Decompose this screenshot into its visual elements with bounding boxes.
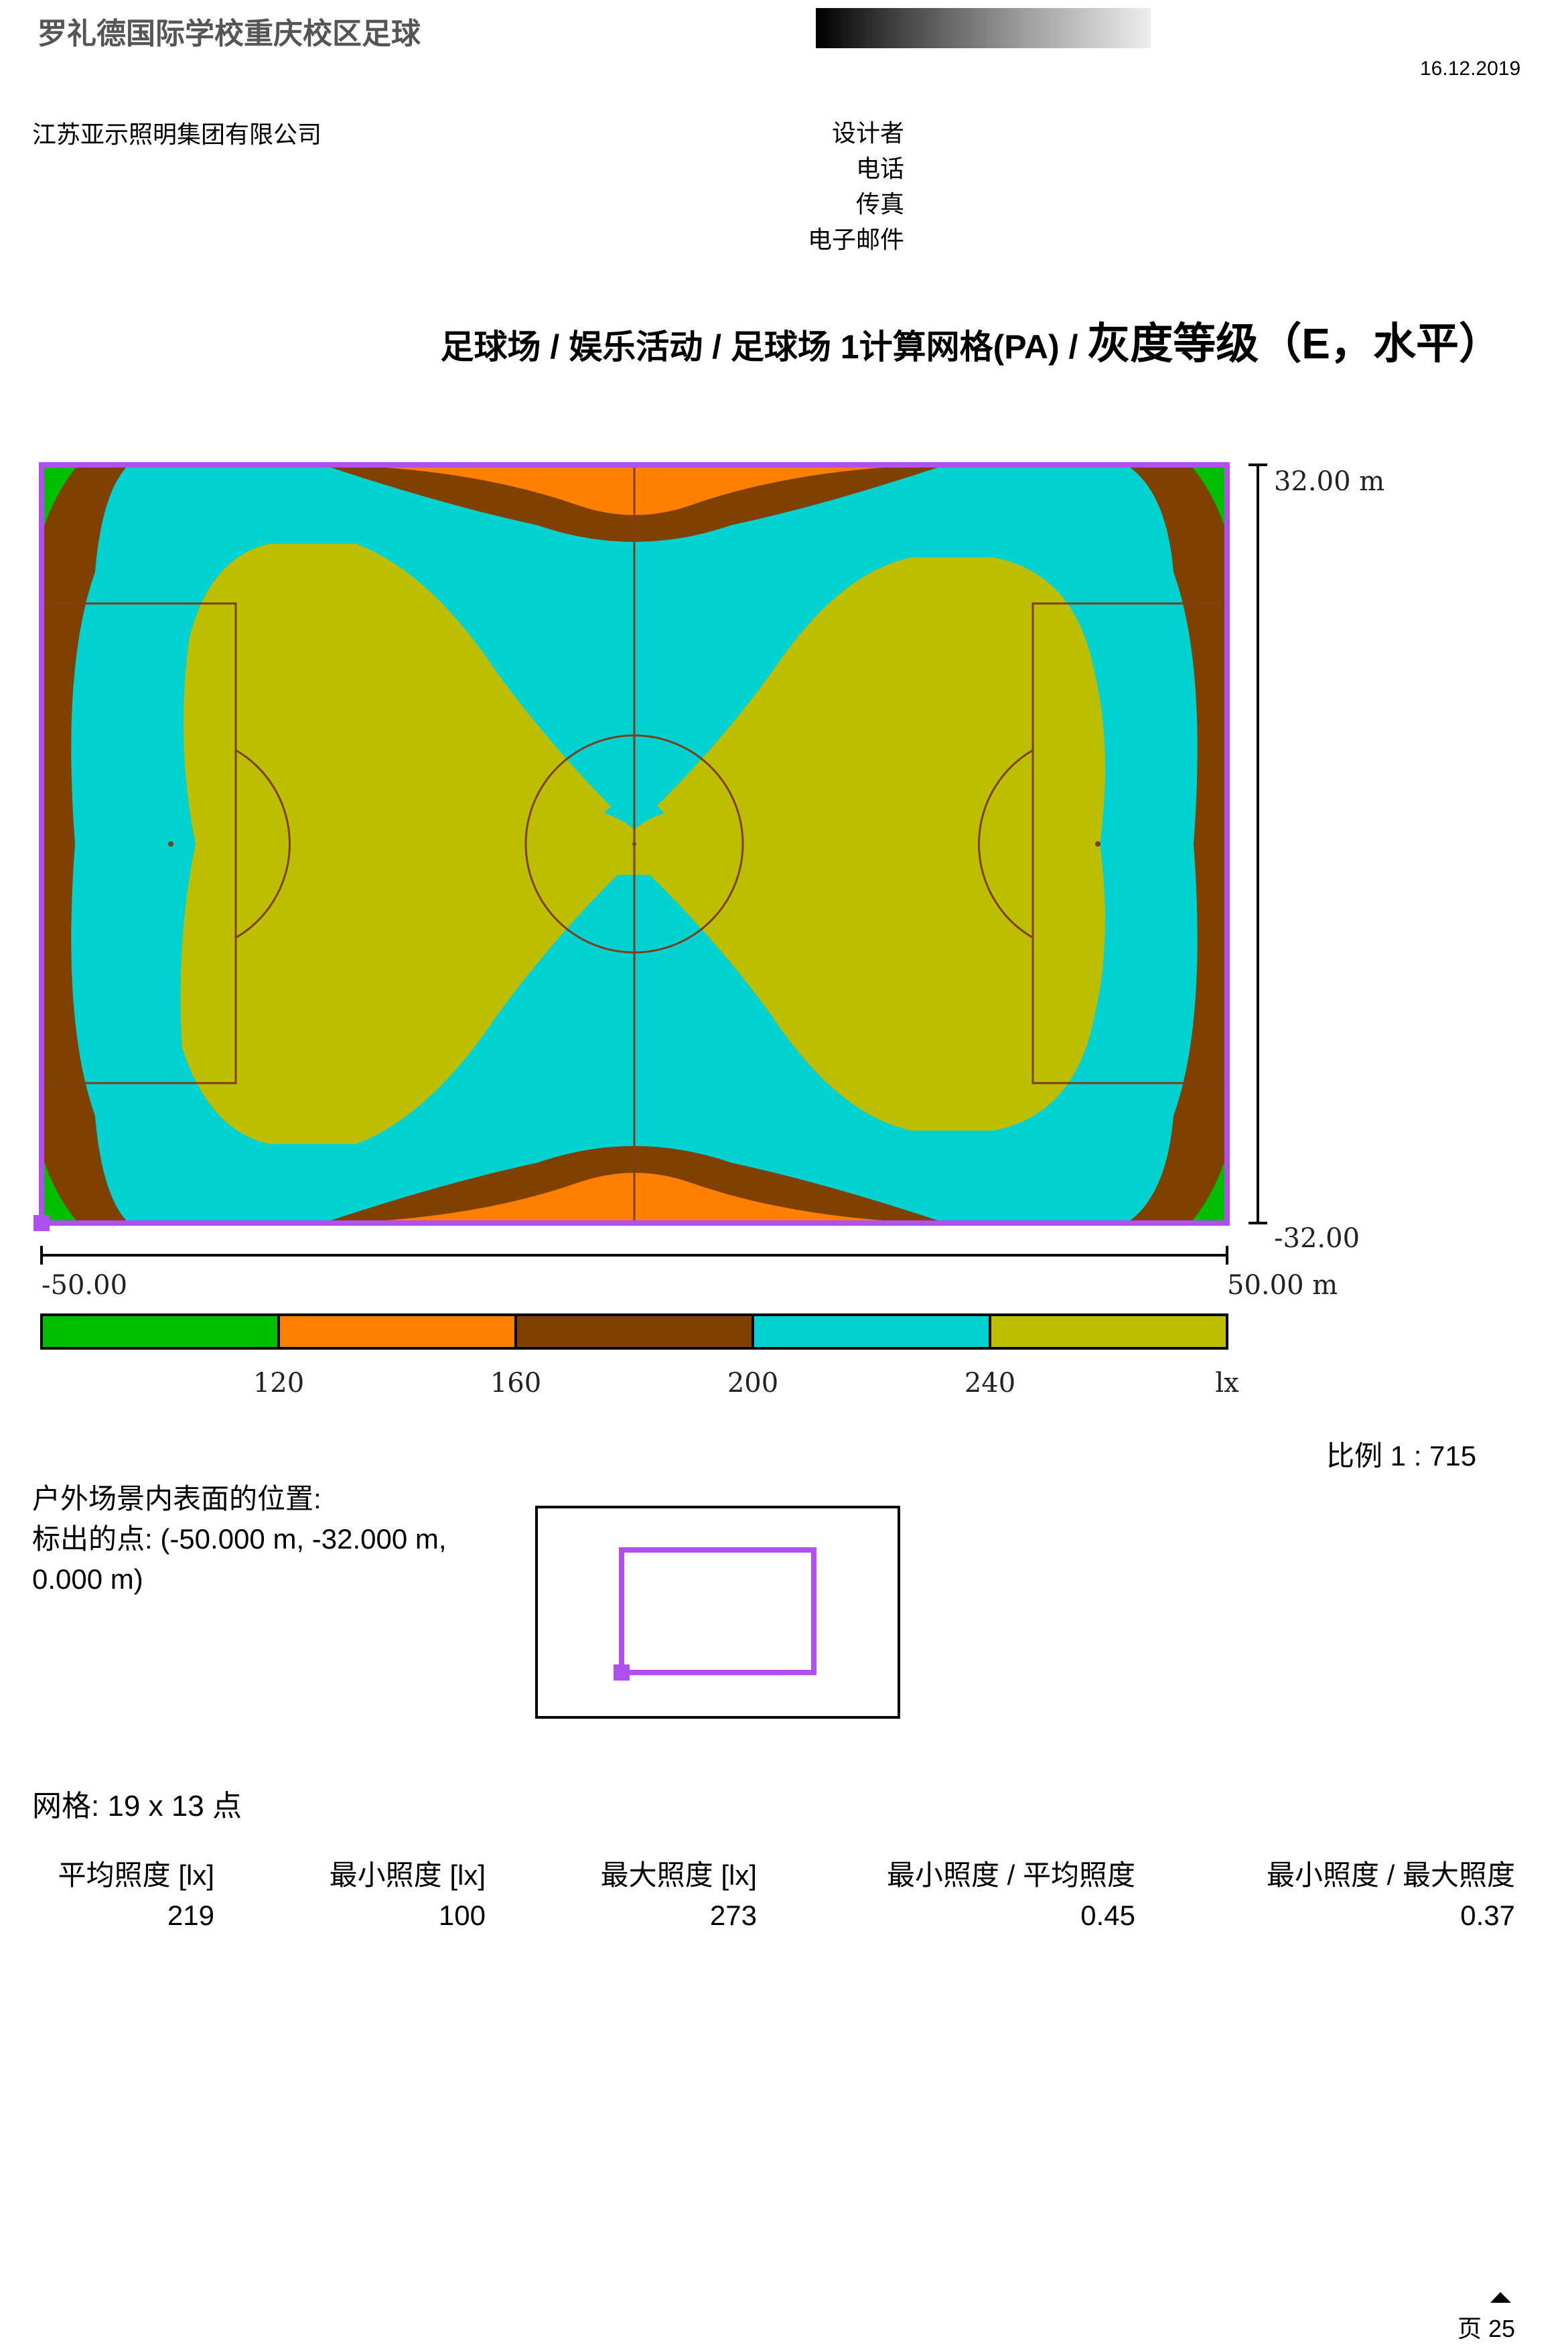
scale-label: 比例 1 : 715 xyxy=(1326,1440,1477,1472)
grid-info: 网格: 19 x 13 点 xyxy=(32,1790,242,1823)
legend-brown xyxy=(514,1313,754,1350)
stat-header: 最大照度 [lx] xyxy=(600,1859,757,1891)
legend-orange xyxy=(277,1313,517,1350)
minimap-origin-marker xyxy=(614,1664,630,1681)
stat-header: 平均照度 [lx] xyxy=(58,1859,214,1891)
page-up-arrow-icon xyxy=(1490,2292,1511,2303)
stat-minimum: 最小照度 [lx] 100 xyxy=(281,1855,486,1936)
marked-point: 标出的点: (-50.000 m, -32.000 m, 0.000 m) xyxy=(32,1523,447,1595)
stat-header: 最小照度 / 最大照度 xyxy=(1266,1859,1515,1891)
stat-maximum: 最大照度 [lx] 273 xyxy=(556,1855,757,1936)
y-axis xyxy=(1249,464,1267,1224)
stat-value: 0.37 xyxy=(1460,1900,1515,1931)
field-plot xyxy=(33,462,1230,1231)
legend-value-160: 160 xyxy=(490,1368,541,1399)
header-gradient-bar xyxy=(816,8,1151,48)
phone-label: 电话 xyxy=(855,155,904,182)
center-spot xyxy=(632,842,636,846)
stat-header: 最小照度 [lx] xyxy=(329,1859,486,1891)
legend-value-120: 120 xyxy=(253,1368,304,1399)
stat-header: 最小照度 / 平均照度 xyxy=(886,1859,1135,1891)
legend-olive xyxy=(989,1313,1228,1350)
company-name: 江苏亚示照明集团有限公司 xyxy=(32,121,322,148)
email-label: 电子邮件 xyxy=(807,226,904,253)
stat-value: 219 xyxy=(167,1900,214,1931)
heading-emphasis: 灰度等级（E，水平） xyxy=(1087,319,1502,368)
penalty-spot-right xyxy=(1095,841,1100,847)
legend-cyan xyxy=(752,1313,991,1350)
designer-label: 设计者 xyxy=(831,119,904,147)
legend-unit: lx xyxy=(1215,1368,1239,1399)
grid-frame xyxy=(39,462,1230,1226)
project-title: 罗礼德国际学校重庆校区足球 xyxy=(38,17,421,50)
stat-min-max: 最小照度 / 最大照度 0.37 xyxy=(1206,1855,1515,1936)
stat-average: 平均照度 [lx] 219 xyxy=(27,1855,214,1936)
location-minimap xyxy=(535,1506,900,1719)
x-axis xyxy=(40,1246,1228,1265)
stat-value: 100 xyxy=(438,1900,486,1931)
legend-value-200: 200 xyxy=(727,1368,778,1399)
legend-green xyxy=(40,1313,280,1350)
contact-labels: 设计者 电话 传真 电子邮件 xyxy=(737,115,904,257)
penalty-spot-left xyxy=(168,841,173,847)
origin-marker xyxy=(33,1215,50,1231)
location-label: 户外场景内表面的位置: xyxy=(32,1483,322,1514)
color-legend xyxy=(40,1313,1228,1350)
stat-value: 273 xyxy=(709,1900,757,1931)
report-date: 16.12.2019 xyxy=(1420,58,1521,80)
heading-main: 足球场 / 娱乐活动 / 足球场 1计算网格(PA) / xyxy=(440,328,1088,366)
x-max-label: 50.00 m xyxy=(1227,1270,1338,1301)
legend-value-240: 240 xyxy=(965,1368,1015,1399)
zone-olive xyxy=(180,544,1105,1144)
page-number: 页 25 xyxy=(1457,2315,1516,2342)
y-min-label: -32.00 xyxy=(1274,1223,1360,1254)
stat-value: 0.45 xyxy=(1080,1900,1135,1931)
x-min-label: -50.00 xyxy=(42,1270,127,1301)
stat-min-avg: 最小照度 / 平均照度 0.45 xyxy=(831,1855,1135,1936)
page-heading: 足球场 / 娱乐活动 / 足球场 1计算网格(PA) / 灰度等级（E，水平） xyxy=(0,309,1502,371)
y-max-label: 32.00 m xyxy=(1274,466,1384,497)
fax-label: 传真 xyxy=(855,190,904,218)
